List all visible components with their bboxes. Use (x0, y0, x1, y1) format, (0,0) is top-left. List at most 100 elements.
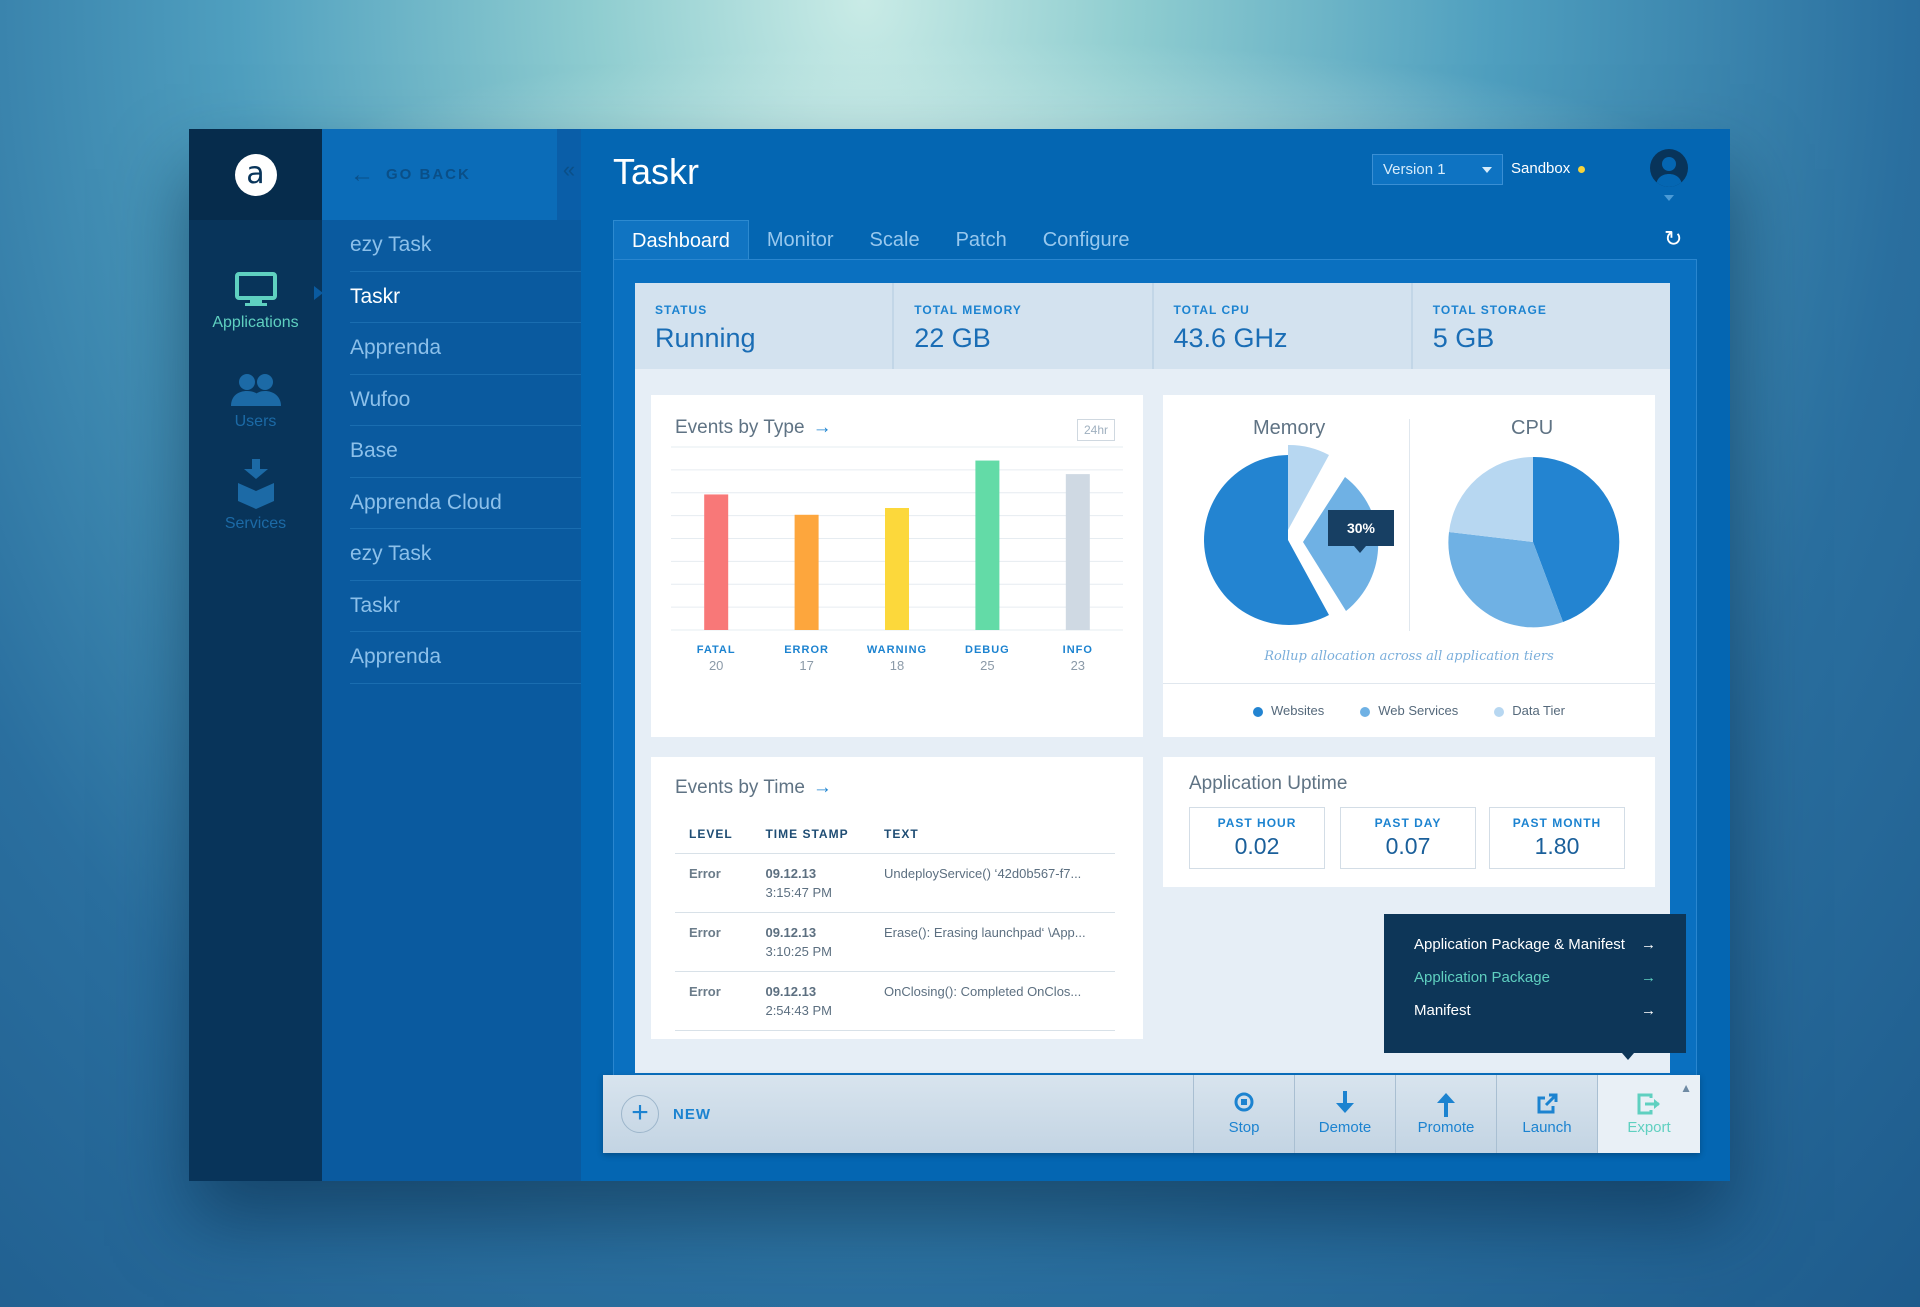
tooltip-caret (1354, 546, 1366, 553)
arrow-right-icon: → (1641, 969, 1656, 986)
dashboard-content: STATUS Running TOTAL MEMORY 22 GB TOTAL … (635, 283, 1670, 1073)
avatar-menu-chevron-icon[interactable] (1664, 195, 1674, 201)
event-timestamp: 09.12.13 3:10:25 PM (751, 912, 871, 972)
stop-button[interactable]: Stop (1193, 1075, 1294, 1153)
events-by-type-card: Events by Type → 24hr FATAL 20 ERROR 17 WARNI… (651, 395, 1143, 737)
memory-slice-websites (1204, 455, 1329, 625)
cpu-pie (1448, 456, 1620, 628)
cpu-pie-title: CPU (1511, 417, 1554, 439)
bar-info[interactable] (1065, 474, 1090, 630)
pie-caption: Rollup allocation across all application… (1264, 649, 1554, 664)
column-header-timestamp[interactable]: TIME STAMP (751, 819, 871, 854)
new-button[interactable]: + NEW (621, 1095, 711, 1133)
menu-caret (1622, 1053, 1634, 1060)
launch-button[interactable]: Launch (1496, 1075, 1597, 1153)
card-title-text: Events by Type (675, 417, 805, 438)
promote-button[interactable]: Promote (1395, 1075, 1496, 1153)
environment-indicator[interactable]: Sandbox (1511, 160, 1586, 177)
card-title-text: Events by Time (675, 777, 805, 798)
bar-debug[interactable] (975, 460, 1000, 630)
tab-monitor[interactable]: Monitor (766, 229, 834, 251)
events-by-type-title[interactable]: Events by Type → (675, 417, 832, 439)
user-avatar[interactable] (1650, 149, 1688, 187)
column-header-level[interactable]: LEVEL (675, 819, 752, 854)
box-icon (237, 459, 274, 509)
app-list-item[interactable]: ezy Task (350, 529, 581, 581)
stat-label: STATUS (655, 303, 708, 317)
chevron-down-icon (1482, 167, 1492, 173)
app-list-item[interactable]: Apprenda (350, 632, 581, 684)
tab-scale[interactable]: Scale (869, 229, 920, 251)
event-level: Error (675, 912, 752, 972)
table-row[interactable]: Error 09.12.13 2:54:43 PM OnClosing(): Co… (675, 971, 1115, 1031)
events-table: LEVEL TIME STAMP TEXT Error 09.12.13 3:15… (675, 819, 1115, 1031)
event-date: 09.12.13 (765, 984, 817, 999)
tab-dashboard[interactable]: Dashboard (613, 220, 749, 259)
stat-total-storage: TOTAL STORAGE 5 GB (1413, 283, 1670, 369)
arrow-right-icon: → (1641, 1002, 1656, 1019)
tab-patch[interactable]: Patch (955, 229, 1007, 251)
events-by-time-title[interactable]: Events by Time → (675, 777, 832, 799)
nav-users-label: Users (234, 413, 277, 430)
action-toolbar: + NEW Stop Demote Promote (603, 1075, 1700, 1153)
chevron-up-icon: ▲ (1680, 1081, 1692, 1095)
nav-users[interactable]: Users (189, 373, 322, 431)
table-row[interactable]: Error 09.12.13 3:10:25 PM Erase(): Erasin… (675, 912, 1115, 972)
event-text: OnClosing(): Completed OnClos... (870, 971, 1115, 1031)
bar-fatal[interactable] (704, 494, 729, 630)
brand-logo[interactable]: a (234, 153, 277, 196)
event-date: 09.12.13 (765, 925, 817, 940)
demote-label: Demote (1318, 1119, 1372, 1136)
menu-item-label: Application Package (1414, 969, 1550, 986)
value-label: 18 (889, 658, 905, 673)
tab-configure[interactable]: Configure (1042, 229, 1130, 251)
cpu-slice-websites (1533, 456, 1620, 622)
version-select[interactable]: Version 1 (1372, 154, 1503, 185)
export-option-package[interactable]: Application Package → (1414, 963, 1656, 996)
stat-value: Running (655, 323, 756, 353)
range-badge[interactable]: 24hr (1076, 419, 1115, 441)
memory-pie-title: Memory (1253, 417, 1326, 439)
export-label: Export (1627, 1119, 1671, 1136)
uptime-value: 0.02 (1234, 833, 1280, 859)
bar-warning[interactable] (885, 508, 909, 630)
table-row[interactable]: Error 09.12.13 3:15:47 PM UndeployService… (675, 853, 1115, 913)
app-list-item[interactable]: Taskr (350, 272, 581, 323)
nav-services[interactable]: Services (189, 459, 322, 533)
event-text: UndeployService() ‘42d0b567-f7... (870, 853, 1115, 913)
go-back-button[interactable]: ← GO BACK « (322, 129, 581, 220)
events-by-time-card: Events by Time → LEVEL TIME STAMP TEXT Er… (651, 757, 1143, 1039)
app-window: a Applications Users Services (189, 129, 1730, 1181)
export-option-package-and-manifest[interactable]: Application Package & Manifest → (1414, 930, 1656, 963)
nav-services-label: Services (224, 515, 287, 532)
legend-dot-icon (1360, 706, 1371, 717)
app-list-item[interactable]: Taskr (350, 581, 581, 632)
export-option-manifest[interactable]: Manifest → (1414, 996, 1656, 1029)
uptime-title: Application Uptime (1189, 773, 1348, 794)
demote-button[interactable]: Demote (1294, 1075, 1395, 1153)
category-label: INFO (1062, 644, 1093, 656)
stat-label: TOTAL CPU (1173, 303, 1250, 317)
app-list-item[interactable]: ezy Task (350, 220, 581, 272)
export-button[interactable]: Export ▲ (1597, 1075, 1700, 1153)
legend-item: Data Tier (1494, 703, 1565, 718)
resource-allocation-card: Memory CPU 30% Rol (1163, 395, 1655, 737)
collapse-panel-button[interactable]: « (557, 129, 581, 220)
pie-legend: Websites Web Services Data Tier (1163, 683, 1655, 737)
column-header-text[interactable]: TEXT (870, 819, 1115, 854)
bar-error[interactable] (794, 514, 819, 630)
uptime-label: PAST MONTH (1512, 816, 1602, 830)
cpu-slice-web-services (1448, 532, 1563, 628)
nav-applications[interactable]: Applications (189, 272, 322, 332)
event-timestamp: 09.12.13 3:15:47 PM (751, 853, 871, 913)
app-list-item[interactable]: Wufoo (350, 375, 581, 426)
app-list-item[interactable]: Base (350, 426, 581, 478)
bar-axis-label: FATAL 20 (681, 644, 751, 673)
bar-axis-label: DEBUG 25 (952, 644, 1022, 673)
app-list-item[interactable]: Apprenda (350, 323, 581, 375)
event-time: 3:15:47 PM (765, 885, 832, 900)
app-list-item[interactable]: Apprenda Cloud (350, 478, 581, 529)
refresh-icon[interactable]: ↻ (1664, 226, 1683, 251)
launch-label: Launch (1522, 1119, 1572, 1136)
pie-tooltip: 30% (1328, 510, 1394, 546)
